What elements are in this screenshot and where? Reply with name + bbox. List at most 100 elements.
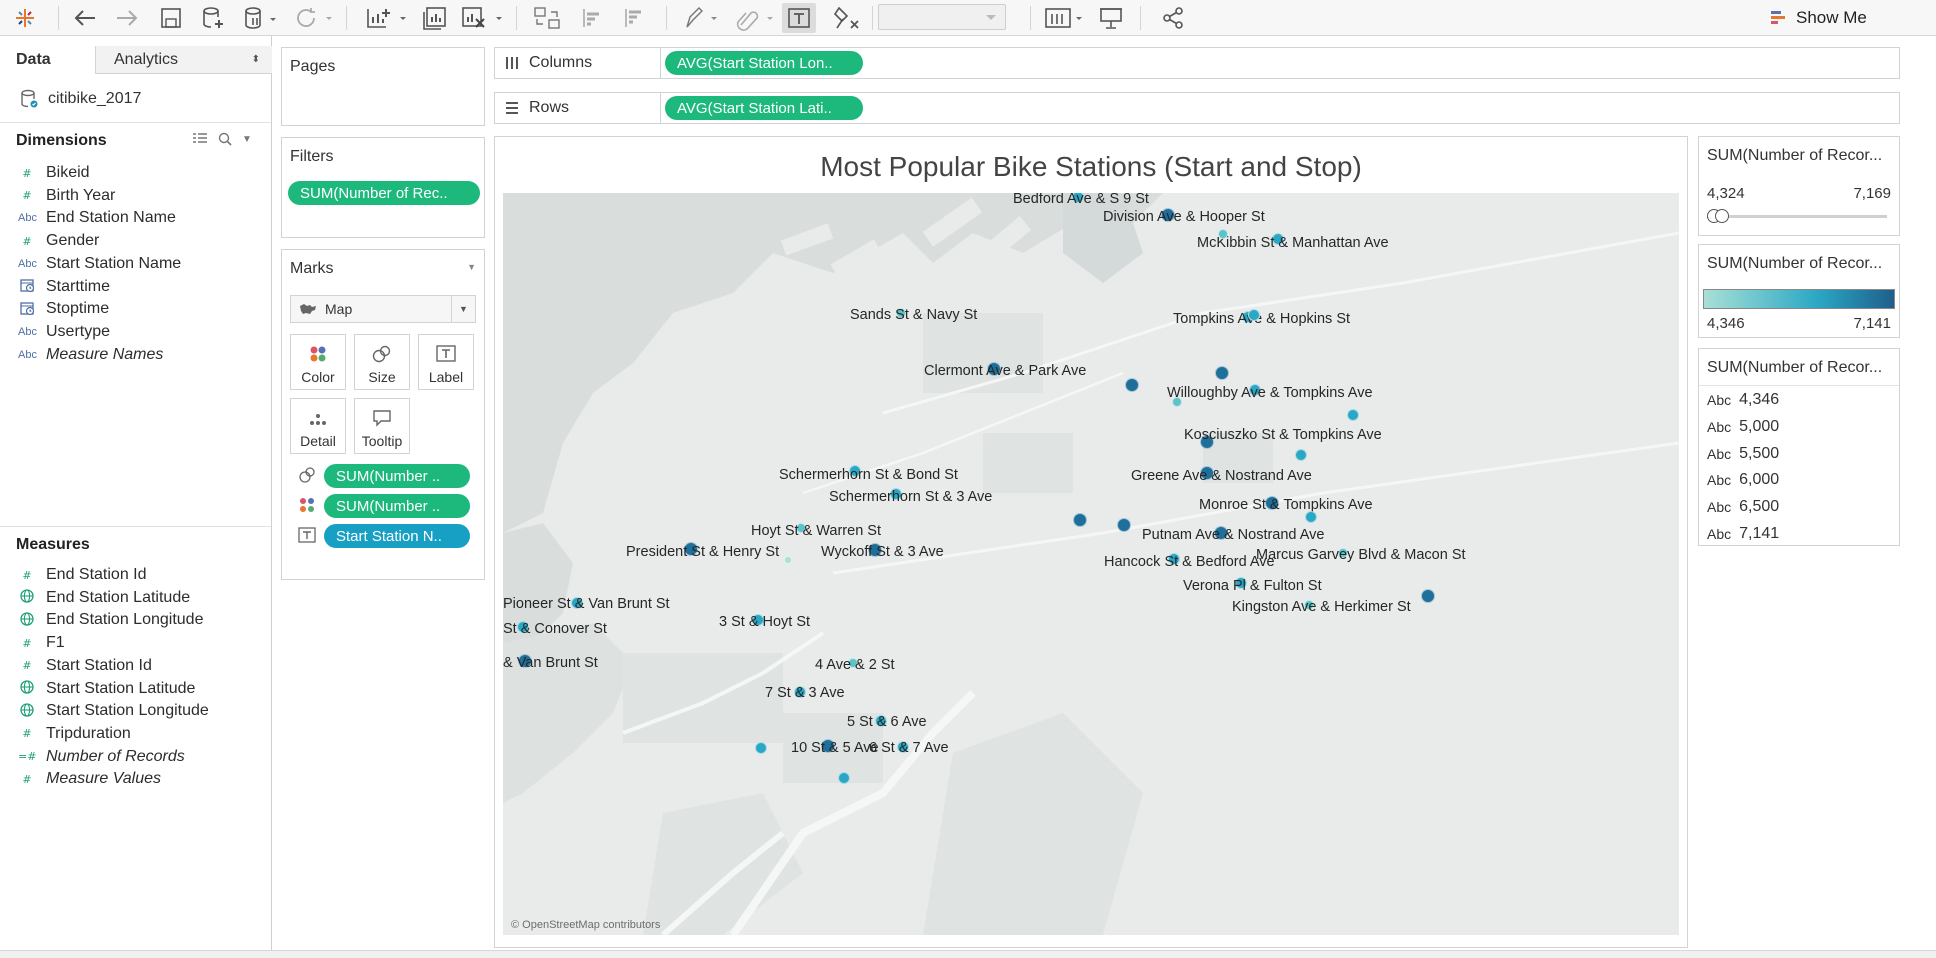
view-title[interactable]: Most Popular Bike Stations (Start and St… <box>820 151 1362 182</box>
station-label[interactable]: McKibbin St & Manhattan Ave <box>1197 235 1389 251</box>
measure-field[interactable]: End Station Latitude <box>18 587 190 609</box>
dimension-field[interactable]: # Gender <box>18 230 99 252</box>
sort-ascending-icon[interactable] <box>578 3 608 33</box>
measure-field[interactable]: Start Station Latitude <box>18 678 195 700</box>
filters-card[interactable]: Filters SUM(Number of Rec.. <box>281 137 485 238</box>
mark-type-dropdown[interactable]: Map ▼ <box>290 295 476 323</box>
station-label[interactable]: & Van Brunt St <box>503 655 598 671</box>
station-mark[interactable] <box>684 542 698 556</box>
pages-card[interactable]: Pages <box>281 47 485 126</box>
measure-field[interactable]: # Tripduration <box>18 723 130 745</box>
station-label[interactable]: Kingston Ave & Herkimer St <box>1232 599 1411 615</box>
map-canvas[interactable]: Bedford Ave & S 9 St Division Ave & Hoope… <box>503 193 1679 935</box>
map-attribution[interactable]: © OpenStreetMap contributors <box>511 919 661 931</box>
station-label[interactable]: 5 St & 6 Ave <box>847 714 927 730</box>
station-mark[interactable] <box>821 739 835 753</box>
station-mark[interactable] <box>517 621 529 633</box>
tooltip-button[interactable]: Tooltip <box>354 398 410 454</box>
label-legend-item[interactable]: Abc 5,000 <box>1707 418 1779 436</box>
measure-field[interactable]: Start Station Longitude <box>18 700 209 722</box>
station-mark[interactable] <box>1168 553 1180 565</box>
size-legend-handle-max[interactable] <box>1715 209 1729 223</box>
refresh-icon[interactable] <box>290 3 338 33</box>
dimension-field[interactable]: Stoptime <box>18 298 109 320</box>
station-label[interactable]: 3 St & Hoyt St <box>719 614 811 630</box>
dimension-field[interactable]: Abc Usertype <box>18 321 110 343</box>
label-legend-item[interactable]: Abc 6,000 <box>1707 471 1779 489</box>
station-label[interactable]: St & Conover St <box>503 621 607 637</box>
station-label[interactable]: Marcus Garvey Blvd & Macon St <box>1256 547 1466 563</box>
station-mark[interactable] <box>875 715 887 727</box>
size-button[interactable]: Size <box>354 334 410 390</box>
tab-data[interactable]: Data <box>0 46 96 74</box>
station-label[interactable]: Hancock St & Bedford Ave <box>1104 554 1275 570</box>
station-mark[interactable] <box>848 658 858 668</box>
pause-updates-icon[interactable] <box>240 3 280 33</box>
station-label[interactable]: 7 St & 3 Ave <box>765 685 845 701</box>
group-icon[interactable] <box>732 3 778 33</box>
dimension-field[interactable]: # Bikeid <box>18 162 89 184</box>
station-label[interactable]: 6 St & 7 Ave <box>869 740 949 756</box>
fit-dropdown[interactable] <box>878 4 1006 30</box>
filter-pill[interactable]: SUM(Number of Rec.. <box>288 181 480 205</box>
search-icon[interactable] <box>218 132 232 146</box>
bottom-tab-strip[interactable] <box>0 950 1936 958</box>
size-legend-track[interactable] <box>1707 215 1887 218</box>
color-button[interactable]: Color <box>290 334 346 390</box>
station-label[interactable]: Schermerhorn St & 3 Ave <box>829 489 993 505</box>
show-labels-icon[interactable] <box>782 3 816 33</box>
dimension-field[interactable]: Starttime <box>18 276 110 298</box>
station-mark[interactable] <box>794 686 806 698</box>
station-mark[interactable] <box>868 543 882 557</box>
station-mark[interactable] <box>1161 208 1175 222</box>
station-mark[interactable] <box>890 488 902 500</box>
station-label[interactable]: Monroe St & Tompkins Ave <box>1199 497 1373 513</box>
rows-shelf[interactable]: Rows AVG(Start Station Lati.. <box>494 92 1900 124</box>
station-mark[interactable] <box>1249 384 1261 396</box>
show-cards-icon[interactable] <box>1042 3 1088 33</box>
station-label[interactable]: Tompkins Ave & Hopkins St <box>1173 311 1351 327</box>
station-label[interactable]: 10 St & 5 Ave <box>791 740 879 756</box>
tableau-logo-icon[interactable] <box>10 3 40 33</box>
station-mark[interactable] <box>1272 233 1284 245</box>
station-mark[interactable] <box>1215 366 1229 380</box>
station-label[interactable]: Sands St & Navy St <box>850 307 978 323</box>
station-label[interactable]: Hoyt St & Warren St <box>751 523 881 539</box>
station-label[interactable]: Wyckoff St & 3 Ave <box>821 544 944 560</box>
label-shelf-pill[interactable]: Start Station N.. <box>324 524 470 548</box>
station-mark[interactable] <box>1265 496 1279 510</box>
measure-field[interactable]: # Measure Values <box>18 768 161 790</box>
undo-icon[interactable] <box>70 3 100 33</box>
marks-menu-chevron-icon[interactable]: ▼ <box>467 262 476 272</box>
station-mark[interactable] <box>1072 193 1084 203</box>
share-icon[interactable] <box>1158 3 1188 33</box>
station-label[interactable]: Clermont Ave & Park Ave <box>924 363 1087 379</box>
duplicate-icon[interactable] <box>418 3 452 33</box>
station-mark[interactable] <box>1200 435 1214 449</box>
columns-pill[interactable]: AVG(Start Station Lon.. <box>665 51 863 75</box>
sort-descending-icon[interactable] <box>620 3 650 33</box>
station-mark[interactable] <box>1305 511 1317 523</box>
station-mark[interactable] <box>1214 526 1228 540</box>
station-mark[interactable] <box>1172 397 1182 407</box>
station-mark[interactable] <box>1125 378 1139 392</box>
station-label[interactable]: Division Ave & Hooper St <box>1103 209 1265 225</box>
new-worksheet-icon[interactable] <box>362 3 410 33</box>
station-mark[interactable] <box>1421 589 1435 603</box>
label-button[interactable]: Label <box>418 334 474 390</box>
dimension-field[interactable]: # Birth Year <box>18 185 115 207</box>
station-mark[interactable] <box>849 465 861 477</box>
station-mark[interactable] <box>1295 449 1307 461</box>
save-icon[interactable] <box>156 3 186 33</box>
presentation-icon[interactable] <box>1096 3 1126 33</box>
dimensions-menu-chevron-icon[interactable]: ▼ <box>242 133 252 145</box>
dimension-field[interactable]: Abc Measure Names <box>18 344 163 366</box>
highlight-icon[interactable] <box>680 3 722 33</box>
measure-field[interactable]: # End Station Id <box>18 564 146 586</box>
station-label[interactable]: Bedford Ave & S 9 St <box>1013 193 1149 207</box>
station-label[interactable]: Pioneer St & Van Brunt St <box>503 596 670 612</box>
clear-icon[interactable] <box>458 3 506 33</box>
label-legend[interactable]: SUM(Number of Recor... Abc 4,346 Abc 5,000 A… <box>1698 348 1900 546</box>
dimension-field[interactable]: Abc Start Station Name <box>18 253 181 275</box>
label-legend-item[interactable]: Abc 4,346 <box>1707 391 1779 409</box>
